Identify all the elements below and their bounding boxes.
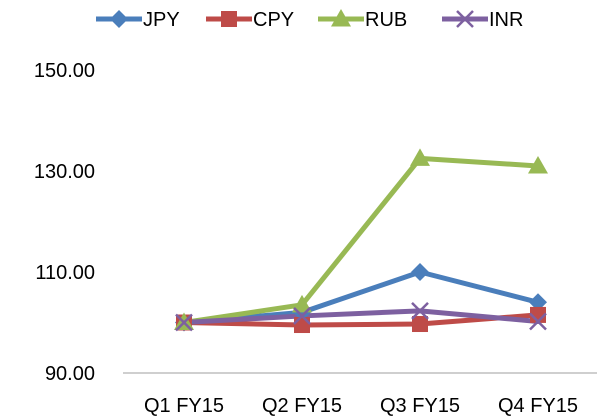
legend: JPY CPY RUB INR [96,9,523,31]
data-point-jpy [411,263,429,281]
x-tick-label: Q2 FY15 [262,395,342,417]
data-point-rub [410,148,430,166]
series-line-cpy [181,312,541,328]
data-point-inr [175,313,193,332]
legend-item-rub: RUB [318,9,407,31]
legend-marker [110,10,128,28]
legend-label: RUB [365,9,407,31]
x-tick-label: Q4 FY15 [498,395,578,417]
y-tick-label: 150.00 [34,60,95,82]
legend-marker [456,10,474,28]
legend-label: INR [489,9,523,31]
axes: 90.00 110.00 130.00 150.00 Q1 FY15 Q2 FY15 Q3 … [34,60,597,417]
x-tick-label: Q1 FY15 [144,395,224,417]
series-lines [181,155,541,328]
y-tick-label: 110.00 [35,262,95,284]
y-tick-label: 130.00 [34,161,95,183]
data-point-cpy [412,316,428,333]
series-markers [174,148,548,334]
data-point-inr [529,312,547,331]
legend-label: JPY [143,9,180,31]
data-point-inr [411,302,429,320]
data-point-inr [293,307,311,325]
series-line-rub [181,155,541,325]
legend-label: CPY [253,9,294,31]
legend-item-jpy: JPY [96,9,180,31]
series-line-inr [181,308,541,325]
x-tick-label: Q3 FY15 [380,395,460,417]
legend-marker [331,9,351,27]
legend-marker [221,11,237,27]
data-point-rub [528,155,548,174]
data-point-rub [292,294,312,313]
legend-item-inr: INR [442,9,523,31]
data-point-cpy [294,317,310,334]
data-point-jpy [529,293,547,312]
y-tick-label: 90.00 [45,363,95,385]
legend-item-cpy: CPY [206,9,294,31]
